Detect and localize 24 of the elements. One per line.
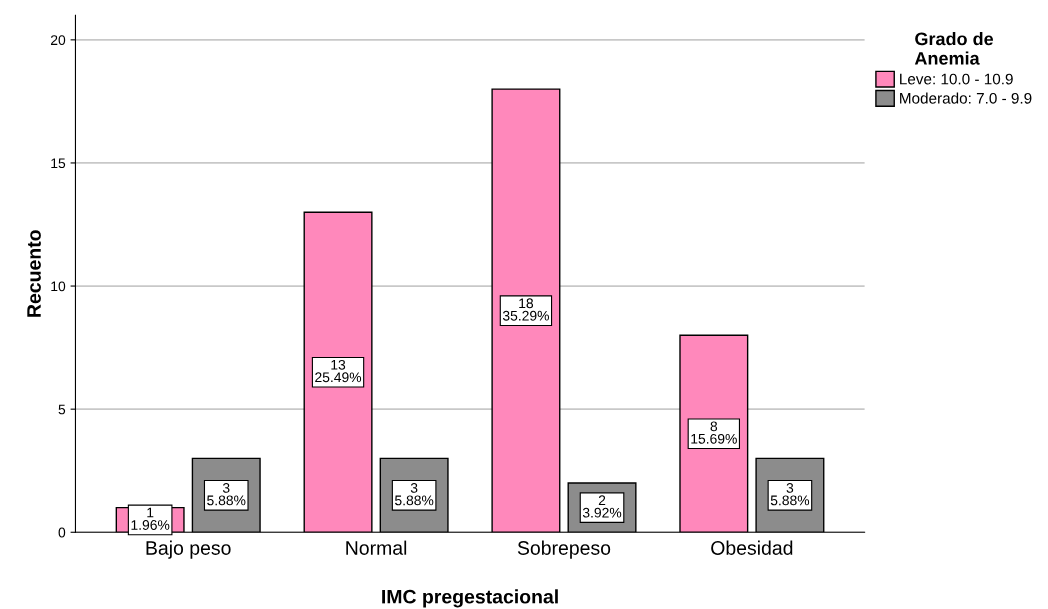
- y-tick-label: 5: [58, 404, 66, 415]
- x-tick-label: Normal: [346, 540, 407, 555]
- data-label: 13 25.49%: [315, 359, 362, 383]
- data-label: 3 5.88%: [207, 483, 246, 506]
- y-tick-label: 10: [51, 281, 66, 292]
- y-axis-title: Recuento: [27, 230, 41, 317]
- bar: [303, 211, 373, 533]
- legend-title: Grado de Anemia: [914, 32, 994, 65]
- legend-label: Leve: 10.0 - 10.9: [900, 73, 1013, 85]
- y-tick-label: 15: [51, 158, 66, 169]
- bar: [491, 88, 561, 533]
- y-tick-label: 0: [58, 527, 66, 538]
- x-tick-label: Sobrepeso: [517, 540, 611, 559]
- data-label: 18 35.29%: [502, 298, 549, 321]
- x-axis-title: IMC pregestacional: [382, 589, 558, 608]
- x-tick-label: Obesidad: [711, 540, 793, 555]
- data-label: 8 15.69%: [691, 421, 737, 444]
- data-label: 3 5.88%: [395, 483, 434, 506]
- data-label: 2 3.92%: [582, 495, 622, 518]
- data-label: 1 1.96%: [131, 507, 170, 530]
- data-label: 3 5.88%: [770, 483, 810, 506]
- legend-label: Moderado: 7.0 - 9.9: [900, 92, 1032, 104]
- y-tick-label: 20: [50, 35, 66, 46]
- x-tick-label: Bajo peso: [146, 540, 231, 559]
